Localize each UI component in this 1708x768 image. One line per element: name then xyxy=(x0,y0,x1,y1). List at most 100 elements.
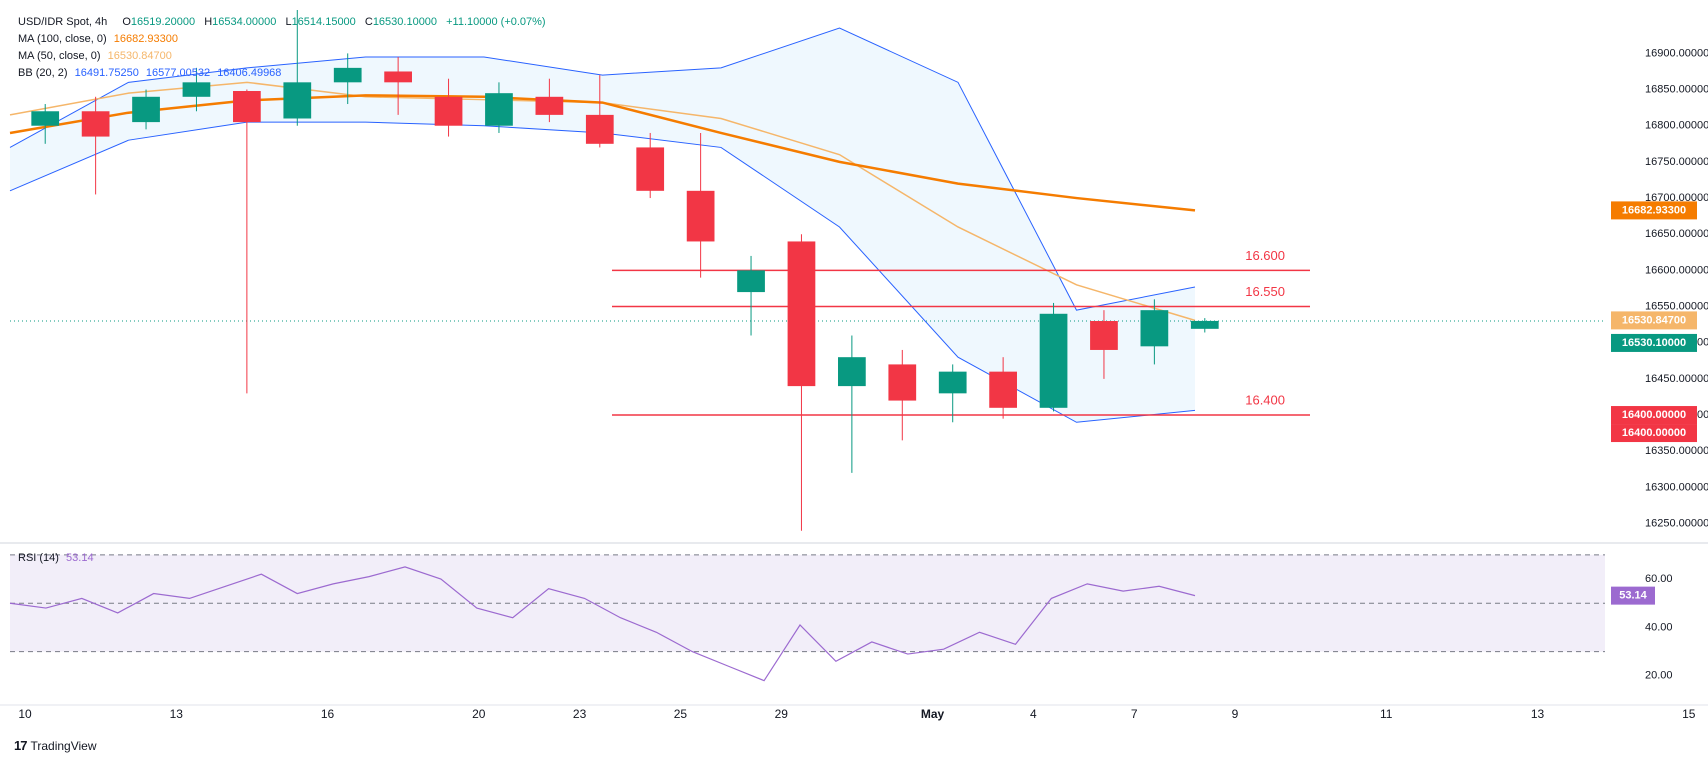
brand-name: TradingView xyxy=(30,738,97,753)
price-axis-tick: 16850.000000 xyxy=(1645,83,1708,95)
rsi-legend[interactable]: RSI (14) 53.14 xyxy=(18,552,94,564)
ohlc-row: USD/IDR Spot, 4h O16519.20000 H16534.000… xyxy=(18,14,546,31)
price-badge-label: 16400.00000 xyxy=(1622,409,1686,421)
price-axis-tick: 16900.000000 xyxy=(1645,47,1708,59)
price-axis-tick: 16600.000000 xyxy=(1645,264,1708,276)
candle-body[interactable] xyxy=(1190,320,1219,329)
ma100-row[interactable]: MA (100, close, 0) 16682.93300 xyxy=(18,31,546,48)
candle-body[interactable] xyxy=(1039,313,1068,408)
candle-body[interactable] xyxy=(132,96,160,123)
price-axis-tick: 16550.000000 xyxy=(1645,300,1708,312)
candle-body[interactable] xyxy=(333,67,362,83)
price-legend: USD/IDR Spot, 4h O16519.20000 H16534.000… xyxy=(18,14,546,82)
price-axis-tick: 16800.000000 xyxy=(1645,120,1708,132)
time-axis-tick: May xyxy=(921,707,945,721)
high-label: H xyxy=(204,16,213,28)
rsi-value-badge-label: 53.14 xyxy=(1619,590,1647,602)
change-value: +11.10000 (+0.07%) xyxy=(446,16,546,28)
time-axis-tick: 13 xyxy=(170,707,184,721)
candle-body[interactable] xyxy=(1090,321,1118,350)
bb-label: BB (20, 2) xyxy=(18,67,68,79)
candle-body[interactable] xyxy=(434,96,463,126)
candle-body[interactable] xyxy=(1140,310,1169,347)
candle-body[interactable] xyxy=(182,82,211,97)
time-axis-tick: 4 xyxy=(1030,707,1037,721)
low-value: 16514.15000 xyxy=(291,16,356,28)
horizontal-level-label: 16.550 xyxy=(1245,284,1285,299)
price-badge-label: 16530.84700 xyxy=(1622,314,1686,326)
price-axis-tick: 16650.000000 xyxy=(1645,228,1708,240)
candle-body[interactable] xyxy=(938,371,967,394)
price-axis-tick: 16450.000000 xyxy=(1645,373,1708,385)
open-value: 16519.20000 xyxy=(130,16,196,28)
candle-body[interactable] xyxy=(636,147,665,191)
ma50-value: 16530.84700 xyxy=(107,50,172,62)
candle-body[interactable] xyxy=(81,111,110,137)
candle-body[interactable] xyxy=(283,82,312,119)
time-axis-tick: 25 xyxy=(674,707,688,721)
horizontal-level-label: 16.400 xyxy=(1245,392,1285,407)
time-axis-tick: 29 xyxy=(775,707,789,721)
bb-basis-value: 16491.75250 xyxy=(74,67,139,79)
ma100-label: MA (100, close, 0) xyxy=(18,33,107,45)
rsi-axis-tick: 60.00 xyxy=(1645,573,1673,585)
candle-body[interactable] xyxy=(384,71,412,83)
price-badge xyxy=(1611,424,1697,443)
high-value: 16534.00000 xyxy=(212,16,277,28)
candle-body[interactable] xyxy=(535,96,564,115)
candle-body[interactable] xyxy=(787,241,816,387)
ma100-value: 16682.93300 xyxy=(113,33,178,45)
time-axis-tick: 10 xyxy=(18,707,32,721)
horizontal-level-label: 16.600 xyxy=(1245,248,1285,263)
price-badge xyxy=(1611,201,1697,220)
price-badge-label: 16400.00000 xyxy=(1622,427,1686,439)
time-axis-tick: 13 xyxy=(1531,707,1545,721)
price-badge xyxy=(1611,406,1697,425)
symbol-label[interactable]: USD/IDR Spot, 4h xyxy=(18,16,108,28)
ma50-label: MA (50, close, 0) xyxy=(18,50,101,62)
ma50-row[interactable]: MA (50, close, 0) 16530.84700 xyxy=(18,48,546,65)
time-axis-tick: 9 xyxy=(1232,707,1239,721)
bb-upper-value: 16577.00532 xyxy=(145,67,211,79)
candle-body[interactable] xyxy=(989,371,1017,408)
price-badge xyxy=(1611,333,1697,352)
candle-body[interactable] xyxy=(686,190,715,242)
ma100-line[interactable] xyxy=(9,94,1196,212)
time-axis-tick: 7 xyxy=(1131,707,1138,721)
time-axis-tick: 11 xyxy=(1380,707,1393,721)
bb-lower-value: 16406.49968 xyxy=(217,67,282,79)
time-axis-tick: 20 xyxy=(472,707,486,721)
close-label: C xyxy=(364,16,373,28)
rsi-value-badge xyxy=(1611,586,1655,605)
open-label: O xyxy=(122,16,131,28)
tradingview-brand[interactable]: 17 TradingView xyxy=(14,738,97,753)
candle-body[interactable] xyxy=(888,364,917,401)
rsi-line[interactable] xyxy=(9,566,1196,682)
candle-body[interactable] xyxy=(585,114,614,144)
bollinger-upper-line[interactable] xyxy=(9,27,1196,311)
time-axis-tick: 15 xyxy=(1682,707,1696,721)
price-axis-tick: 16700.000000 xyxy=(1645,192,1708,204)
rsi-value: 53.14 xyxy=(66,552,94,564)
price-axis-tick: 16250.000000 xyxy=(1645,517,1708,529)
low-label: L xyxy=(285,16,292,28)
price-badge-label: 16530.10000 xyxy=(1622,337,1686,349)
bollinger-band-fill xyxy=(10,28,1195,423)
rsi-label: RSI (14) xyxy=(18,552,59,564)
candle-body[interactable] xyxy=(838,357,866,387)
candle-body[interactable] xyxy=(737,270,765,293)
candle-body[interactable] xyxy=(233,91,261,123)
rsi-axis-tick: 20.00 xyxy=(1645,670,1673,682)
rsi-axis-tick: 40.00 xyxy=(1645,621,1673,633)
tradingview-logo-icon: 17 xyxy=(14,738,28,753)
candle-body[interactable] xyxy=(485,93,513,126)
candle-body[interactable] xyxy=(31,111,60,126)
price-axis-tick: 16750.000000 xyxy=(1645,156,1708,168)
rsi-band-fill xyxy=(10,554,1605,652)
time-axis-tick: 16 xyxy=(321,707,335,721)
price-badge-label: 16682.93300 xyxy=(1622,204,1686,216)
price-axis-tick: 16300.000000 xyxy=(1645,481,1708,493)
bb-row[interactable]: BB (20, 2) 16491.75250 16577.00532 16406… xyxy=(18,65,546,82)
